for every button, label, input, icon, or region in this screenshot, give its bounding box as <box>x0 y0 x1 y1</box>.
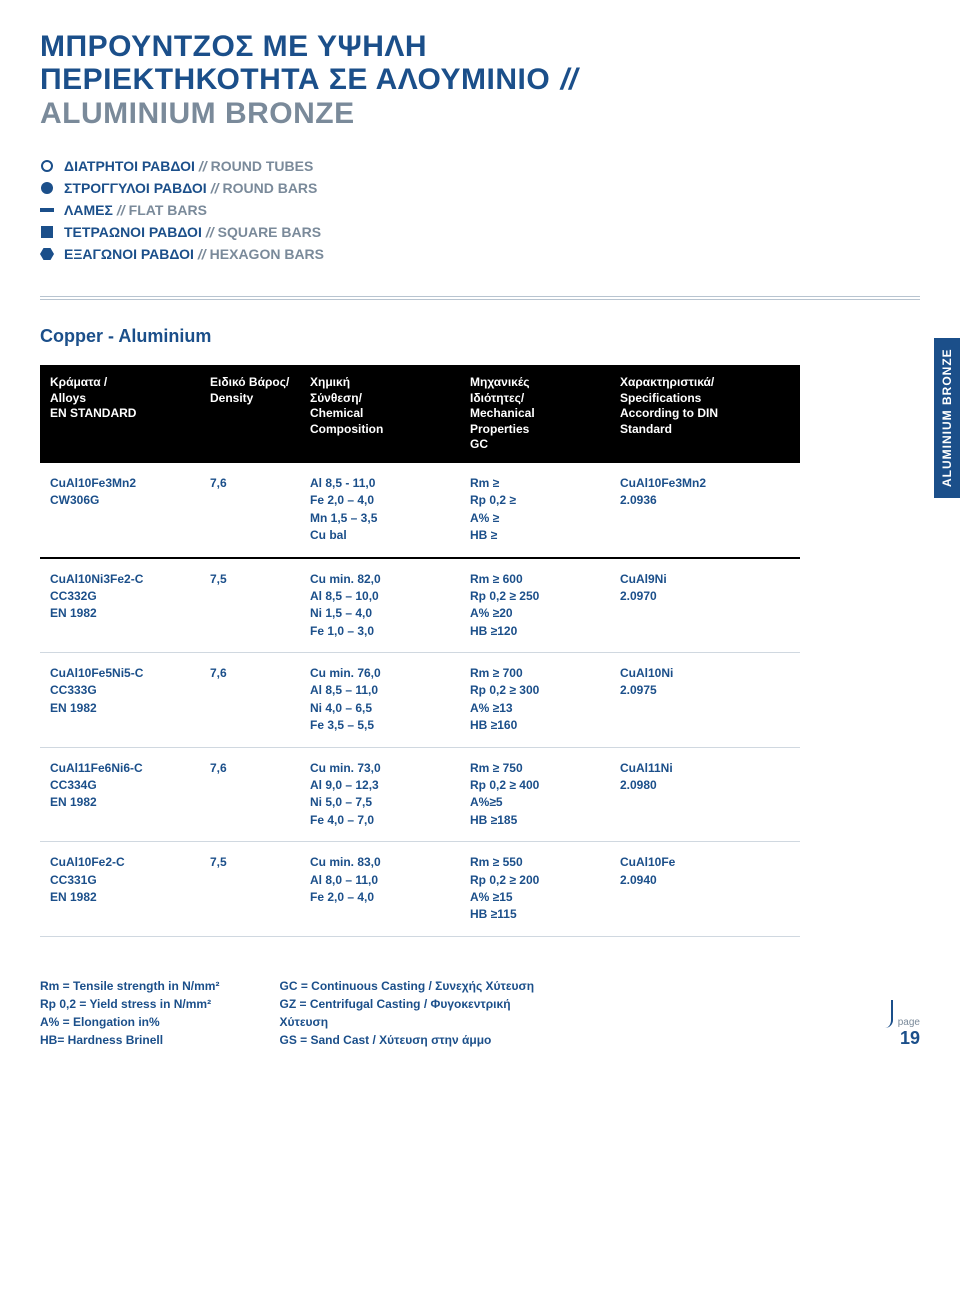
th-chem: ΧημικήΣύνθεση/ChemicalComposition <box>300 365 460 463</box>
cell-chem: Cu min. 82,0Al 8,5 – 10,0Ni 1,5 – 4,0Fe … <box>300 558 460 653</box>
cell-spec: CuAl11Ni2.0980 <box>610 747 800 842</box>
legend-gr: ΤΕΤΡΑΩΝΟΙ ΡΑΒΔΟΙ <box>64 224 202 240</box>
cell-chem: Cu min. 83,0Al 8,0 – 11,0Fe 2,0 – 4,0 <box>300 842 460 937</box>
page-footer: page 19 <box>885 1000 920 1049</box>
legend-sep: // <box>206 224 214 240</box>
legend-item: ΣΤΡΟΓΓΥΛΟΙ ΡΑΒΔΟΙ // ROUND BARS <box>40 180 920 196</box>
legend-gr: ΔΙΑΤΡΗΤΟΙ ΡΑΒΔΟΙ <box>64 158 195 174</box>
page-paren-icon <box>885 1000 893 1028</box>
legend-en: SQUARE BARS <box>218 224 321 240</box>
page-number: 19 <box>900 1028 920 1048</box>
cell-mech: Rm ≥ 750Rp 0,2 ≥ 400A%≥5HB ≥185 <box>460 747 610 842</box>
footnote-left: Rm = Tensile strength in N/mm²Rp 0,2 = Y… <box>40 977 219 1049</box>
cell-density: 7,5 <box>200 842 300 937</box>
cell-mech: Rm ≥ 600Rp 0,2 ≥ 250A% ≥20HB ≥120 <box>460 558 610 653</box>
page-title-block: ΜΠΡΟΥΝΤΖΟΣ ΜΕ ΥΨΗΛΗ ΠΕΡΙΕΚΤΗΚΟΤΗΤΑ ΣΕ ΑΛ… <box>40 30 920 130</box>
th-alloy: Κράματα /AlloysEN STANDARD <box>40 365 200 463</box>
title-line1: ΜΠΡΟΥΝΤΖΟΣ ΜΕ ΥΨΗΛΗ <box>40 30 920 63</box>
cell-chem: Cu min. 73,0Al 9,0 – 12,3Ni 5,0 – 7,5Fe … <box>300 747 460 842</box>
cell-chem: Al 8,5 - 11,0Fe 2,0 – 4,0Mn 1,5 – 3,5Cu … <box>300 463 460 558</box>
title-line3-text: ALUMINIUM BRONZE <box>40 97 355 130</box>
round-tube-icon <box>40 159 54 173</box>
legend-gr: ΣΤΡΟΓΓΥΛΟΙ ΡΑΒΔΟΙ <box>64 180 207 196</box>
cell-alloy: CuAl10Fe3Mn2CW306G <box>40 463 200 558</box>
cell-spec: CuAl9Ni2.0970 <box>610 558 800 653</box>
table-row: CuAl11Fe6Ni6-CCC334GEN 1982 7,6 Cu min. … <box>40 747 800 842</box>
table-header-row: Κράματα /AlloysEN STANDARD Ειδικό Βάρος/… <box>40 365 800 463</box>
round-bar-icon <box>40 181 54 195</box>
table-row: CuAl10Fe3Mn2CW306G 7,6 Al 8,5 - 11,0Fe 2… <box>40 463 800 558</box>
legend-en: ROUND BARS <box>222 180 317 196</box>
table-row: CuAl10Ni3Fe2-CCC332GEN 1982 7,5 Cu min. … <box>40 558 800 653</box>
divider <box>40 296 920 300</box>
page-label: page <box>898 1017 920 1028</box>
legend-sep: // <box>211 180 219 196</box>
cell-alloy: CuAl10Fe2-CCC331GEN 1982 <box>40 842 200 937</box>
table-row: CuAl10Fe2-CCC331GEN 1982 7,5 Cu min. 83,… <box>40 842 800 937</box>
th-spec: Χαρακτηριστικά/SpecificationsAccording t… <box>610 365 800 463</box>
legend-gr: ΛΑΜΕΣ <box>64 202 113 218</box>
legend-sep: // <box>199 158 207 174</box>
table-wrap: Κράματα /AlloysEN STANDARD Ειδικό Βάρος/… <box>40 365 920 937</box>
table-row: CuAl10Fe5Ni5-CCC333GEN 1982 7,6 Cu min. … <box>40 653 800 748</box>
footnotes: Rm = Tensile strength in N/mm²Rp 0,2 = Y… <box>40 977 920 1049</box>
square-bar-icon <box>40 225 54 239</box>
legend-en: FLAT BARS <box>129 202 207 218</box>
th-density: Ειδικό Βάρος/Density <box>200 365 300 463</box>
cell-chem: Cu min. 76,0Al 8,5 – 11,0Ni 4,0 – 6,5Fe … <box>300 653 460 748</box>
title-line1-text: ΜΠΡΟΥΝΤΖΟΣ ΜΕ ΥΨΗΛΗ <box>40 30 427 63</box>
legend-item: ΔΙΑΤΡΗΤΟΙ ΡΑΒΔΟΙ // ROUND TUBES <box>40 158 920 174</box>
cell-alloy: CuAl11Fe6Ni6-CCC334GEN 1982 <box>40 747 200 842</box>
section-label: Copper - Aluminium <box>40 326 920 347</box>
legend-item: ΕΞΑΓΩΝΟΙ ΡΑΒΔΟΙ // HEXAGON BARS <box>40 246 920 262</box>
legend-sep: // <box>198 246 206 262</box>
legend-item: ΛΑΜΕΣ // FLAT BARS <box>40 202 920 218</box>
title-line2-text: ΠΕΡΙΕΚΤΗΚΟΤΗΤΑ ΣΕ ΑΛΟΥΜΙΝΙΟ <box>40 63 550 96</box>
footnote-right: GC = Continuous Casting / Συνεχής Χύτευσ… <box>279 977 534 1049</box>
title-slashes: // <box>561 63 578 96</box>
th-mech: ΜηχανικέςΙδιότητες/MechanicalPropertiesG… <box>460 365 610 463</box>
legend-item: ΤΕΤΡΑΩΝΟΙ ΡΑΒΔΟΙ // SQUARE BARS <box>40 224 920 240</box>
hexagon-bar-icon <box>40 247 54 261</box>
legend-en: HEXAGON BARS <box>210 246 324 262</box>
cell-mech: Rm ≥ 550Rp 0,2 ≥ 200A% ≥15HB ≥115 <box>460 842 610 937</box>
legend-block: ΔΙΑΤΡΗΤΟΙ ΡΑΒΔΟΙ // ROUND TUBES ΣΤΡΟΓΓΥΛ… <box>40 158 920 262</box>
legend-en: ROUND TUBES <box>211 158 314 174</box>
cell-density: 7,5 <box>200 558 300 653</box>
cell-alloy: CuAl10Fe5Ni5-CCC333GEN 1982 <box>40 653 200 748</box>
cell-spec: CuAl10Fe2.0940 <box>610 842 800 937</box>
legend-gr: ΕΞΑΓΩΝΟΙ ΡΑΒΔΟΙ <box>64 246 194 262</box>
cell-spec: CuAl10Ni2.0975 <box>610 653 800 748</box>
alloy-table: Κράματα /AlloysEN STANDARD Ειδικό Βάρος/… <box>40 365 800 937</box>
cell-spec: CuAl10Fe3Mn22.0936 <box>610 463 800 558</box>
flat-bar-icon <box>40 203 54 217</box>
cell-mech: Rm ≥ 700Rp 0,2 ≥ 300A% ≥13HB ≥160 <box>460 653 610 748</box>
legend-sep: // <box>117 202 125 218</box>
cell-density: 7,6 <box>200 653 300 748</box>
cell-mech: Rm ≥Rp 0,2 ≥A% ≥HB ≥ <box>460 463 610 558</box>
cell-density: 7,6 <box>200 747 300 842</box>
cell-alloy: CuAl10Ni3Fe2-CCC332GEN 1982 <box>40 558 200 653</box>
cell-density: 7,6 <box>200 463 300 558</box>
title-line3: ALUMINIUM BRONZE <box>40 97 920 130</box>
title-line2: ΠΕΡΙΕΚΤΗΚΟΤΗΤΑ ΣΕ ΑΛΟΥΜΙΝΙΟ // <box>40 63 920 97</box>
side-tab: ALUMINIUM BRONZE <box>934 338 960 498</box>
